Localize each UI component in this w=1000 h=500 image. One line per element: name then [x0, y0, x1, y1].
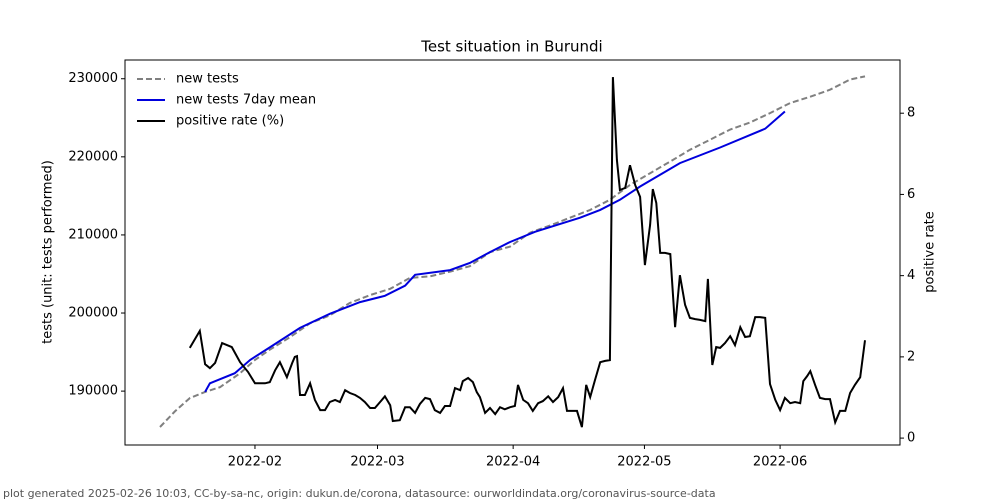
series-line [159, 75, 866, 428]
plot-frame [124, 59, 901, 446]
footer: plot generated 2025-02-26 10:03, CC-by-s… [3, 487, 716, 500]
x-tick-label: 2022-03 [350, 455, 404, 470]
y2-tick-label: 2 [907, 349, 915, 364]
legend-label: new tests 7day mean [176, 93, 316, 108]
x-tick-label: 2022-06 [753, 455, 807, 470]
y-tick-label: 200000 [68, 306, 118, 321]
y-axis-label: tests (unit: tests performed) [41, 160, 56, 344]
y-tick-label: 220000 [68, 149, 118, 164]
y2-tick-label: 8 [907, 106, 915, 121]
y2-tick-label: 6 [907, 187, 915, 202]
x-tick-label: 2022-04 [486, 455, 540, 470]
y2-tick-label: 4 [907, 268, 915, 283]
y-tick-label: 230000 [68, 71, 118, 86]
series-line [204, 110, 786, 393]
y-tick-label: 190000 [68, 384, 118, 399]
legend-label: new tests [176, 72, 239, 87]
legend-label: positive rate (%) [176, 114, 284, 129]
y2-tick-label: 0 [907, 431, 915, 446]
y2-axis-label: positive rate [923, 211, 938, 293]
series-line [188, 77, 866, 428]
x-tick-label: 2022-05 [617, 455, 671, 470]
chart-title: Test situation in Burundi [420, 38, 602, 56]
y-tick-label: 210000 [68, 227, 118, 242]
x-tick-label: 2022-02 [228, 455, 282, 470]
